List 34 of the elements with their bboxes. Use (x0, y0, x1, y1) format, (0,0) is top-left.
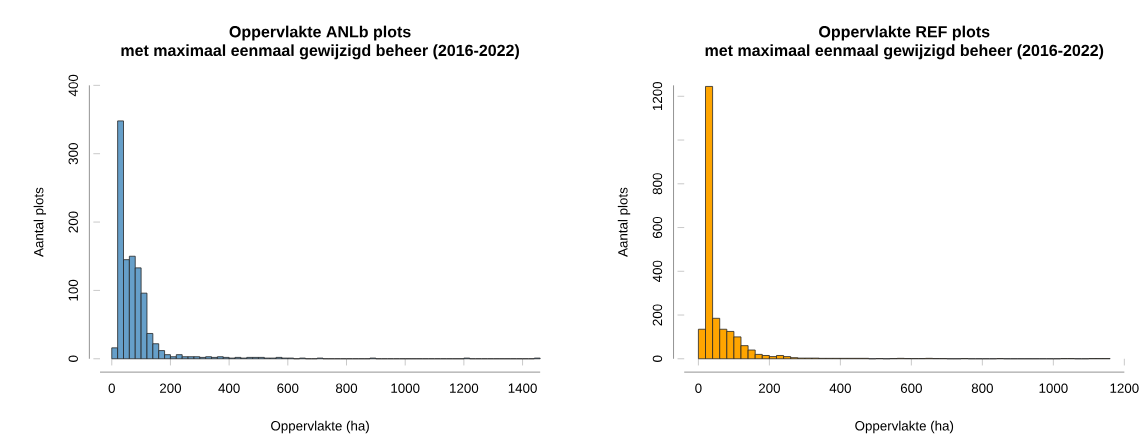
y-tick-label: 100 (68, 279, 78, 301)
y-tick-label: 600 (652, 217, 663, 239)
x-tick-label: 1200 (450, 383, 479, 394)
x-axis-title: Oppervlakte (ha) (271, 420, 369, 434)
x-axis-title: Oppervlakte (ha) (855, 420, 954, 434)
chart-title: Oppervlakte REF plots (819, 25, 990, 41)
x-tick-label: 1000 (1039, 383, 1068, 394)
y-axis-title: Aantal plots (617, 187, 631, 257)
x-tick-label: 800 (971, 383, 993, 394)
chart-subtitle: met maximaal eenmaal gewijzigd beheer (2016-2022) (705, 44, 1104, 60)
x-tick-label: 200 (159, 383, 182, 394)
y-tick-label: 200 (68, 211, 78, 233)
x-tick-label: 0 (695, 383, 702, 394)
y-tick-label: 200 (652, 304, 663, 326)
x-tick-label: 400 (218, 383, 240, 394)
chart-subtitle: met maximaal eenmaal gewijzigd beheer (2016-2022) (121, 44, 519, 60)
chart-title: Oppervlakte ANLb plots (229, 25, 411, 41)
y-tick-label: 300 (68, 143, 78, 165)
y-tick-label: 0 (652, 355, 663, 363)
y-tick-label: 400 (68, 74, 78, 97)
x-tick-label: 400 (829, 383, 851, 394)
x-tick-label: 600 (900, 383, 922, 394)
y-tick-label: 400 (652, 260, 663, 283)
x-tick-label: 800 (335, 383, 358, 394)
x-tick-label: 600 (277, 383, 299, 394)
y-tick-label: 1200 (652, 82, 663, 111)
y-tick-label: 0 (68, 355, 78, 363)
x-tick-label: 0 (108, 383, 115, 394)
y-tick-label: 800 (652, 173, 663, 195)
x-tick-label: 1400 (508, 383, 537, 394)
x-tick-label: 200 (758, 383, 780, 394)
x-tick-label: 1200 (1110, 383, 1139, 394)
y-axis-title: Aantal plots (33, 187, 47, 257)
x-tick-label: 1000 (391, 383, 420, 394)
